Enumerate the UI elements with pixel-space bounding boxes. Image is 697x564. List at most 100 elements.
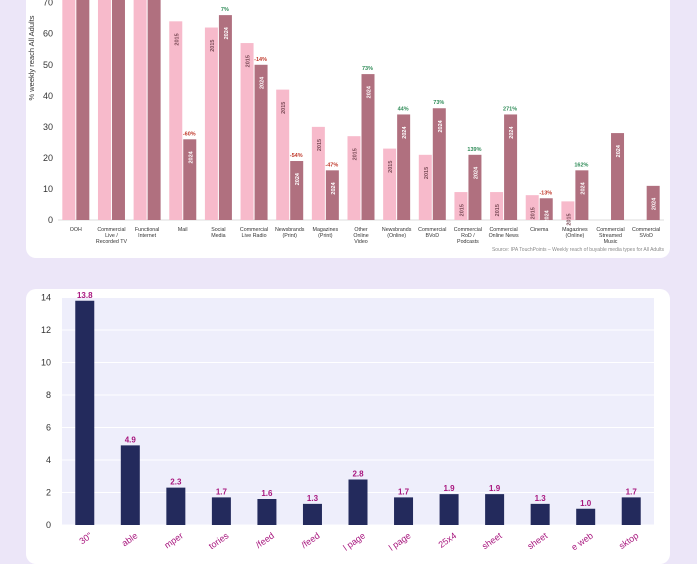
y-tick-label: 12 [41, 325, 51, 335]
index-chart: 0 2 4 6 8 10 12 14 13.8 30" 4.9 able 2.3 mper 1.7 torie… [41, 291, 654, 553]
x-tick-label: Commercial Online News [489, 227, 519, 239]
bar-year-label: 2024 [367, 85, 373, 98]
x-tick-label: Other Online Video [353, 227, 368, 245]
bar [394, 497, 414, 525]
y-axis-label: % weekly reach All Adults [27, 15, 36, 100]
data-label: 2.3 [170, 478, 182, 487]
data-label: 1.7 [216, 487, 228, 496]
x-tick-label: Commercial Live Radio [240, 227, 268, 239]
x-tick-label: /feed [299, 530, 321, 550]
x-tick-label: Commercial Live / Recorded TV [96, 227, 128, 245]
bar-year-label: 2015 [566, 213, 572, 225]
y-tick-label: 6 [46, 423, 51, 433]
y-tick-label: 14 [41, 293, 51, 303]
change-label: -13% [539, 190, 552, 196]
x-tick-label: Commercial BVoD [418, 227, 446, 239]
data-label: 13.8 [77, 291, 93, 300]
bar-2015 [169, 21, 183, 220]
bar [257, 499, 277, 525]
change-label: 162% [574, 162, 588, 168]
bar-2024 [575, 170, 589, 220]
bar-2015 [561, 201, 575, 220]
index-chart-card: 0 2 4 6 8 10 12 14 13.8 30" 4.9 able 2.3 mper 1.7 torie… [26, 289, 670, 564]
data-label: 1.7 [398, 487, 410, 496]
bar-year-label: 2024 [616, 144, 622, 157]
y-tick-label: 8 [46, 390, 51, 400]
bar-year-label: 2024 [260, 76, 266, 89]
bar-2015 [347, 136, 361, 220]
change-label: -14% [254, 57, 267, 63]
bar-2024 [646, 185, 660, 220]
y-tick-label: 50 [43, 60, 53, 70]
x-tick-label: sktop [617, 530, 640, 551]
x-tick-label: l page [341, 530, 367, 552]
x-tick-label: sheet [480, 530, 504, 551]
x-tick-label: Commercial RoD / Podcasts [454, 227, 482, 245]
x-tick-label: mper [162, 530, 185, 550]
x-tick-label: Functional Internet [135, 227, 159, 239]
bar-2015 [454, 192, 468, 220]
bar-2015 [383, 148, 397, 220]
bar-2024 [504, 114, 518, 220]
bar-2024 [254, 64, 268, 221]
x-tick-label: /feed [254, 530, 276, 550]
bar-year-label: 2015 [246, 55, 252, 67]
bar [530, 503, 550, 525]
bar-year-label: 2015 [353, 148, 359, 160]
reach-chart-card: 0 10 20 30 40 50 60 70 % weekly reach All Adults… [26, 0, 670, 258]
bar-year-label: 2015 [281, 102, 287, 114]
reach-chart: 0 10 20 30 40 50 60 70 % weekly reach All Adults… [27, 0, 664, 245]
bar-2015 [133, 0, 147, 220]
bar-year-label: 2015 [317, 139, 323, 151]
y-tick-label: 10 [41, 358, 51, 368]
x-tick-label: sheet [526, 530, 550, 551]
x-tick-label: 30" [77, 530, 94, 546]
bar-2024 [183, 139, 197, 220]
x-tick-label: l page [387, 530, 413, 552]
y-tick-label: 2 [46, 488, 51, 498]
data-label: 1.3 [307, 494, 319, 503]
change-label: -60% [183, 131, 196, 137]
bar-2015 [204, 27, 218, 220]
data-label: 1.6 [261, 489, 273, 498]
bar [621, 497, 641, 525]
y-tick-label: 40 [43, 91, 53, 101]
bar-2024 [361, 74, 375, 220]
bar-2015 [97, 0, 111, 220]
bar-year-label: 2015 [174, 33, 180, 45]
bar-year-label: 2015 [531, 207, 537, 219]
bar-year-label: 2015 [495, 204, 501, 216]
bar-2024 [218, 15, 232, 221]
bar-year-label: 2024 [295, 172, 301, 185]
change-label: 73% [362, 66, 373, 72]
bar-2015 [311, 126, 325, 220]
y-tick-label: 60 [43, 29, 53, 39]
y-tick-label: 0 [46, 520, 51, 530]
x-tick-label: tories [207, 530, 231, 551]
data-label: 2.8 [352, 470, 364, 479]
change-label: -47% [325, 162, 338, 168]
x-tick-label: Social Media [211, 227, 225, 239]
data-label: 1.7 [626, 487, 638, 496]
bar-year-label: 2024 [188, 150, 194, 163]
bar [439, 494, 459, 525]
bar-year-label: 2024 [438, 119, 444, 132]
bar-year-label: 2024 [580, 181, 586, 194]
bar-year-label: 2024 [224, 26, 230, 39]
data-label: 1.9 [444, 484, 456, 493]
chart-source-note: Source: IPA TouchPoints – Weekly reach o… [491, 247, 664, 253]
change-label: 73% [433, 100, 444, 106]
x-tick-label: e web [569, 530, 594, 552]
bar-2015 [490, 192, 504, 220]
bar-year-label: 2015 [388, 161, 394, 173]
bar-2024 [432, 108, 446, 220]
change-label: 7% [221, 7, 229, 13]
x-tick-label: Newsbrands (Print) [275, 227, 305, 239]
y-tick-label: 30 [43, 122, 53, 132]
y-tick-label: 20 [43, 153, 53, 163]
x-tick-label: OOH [70, 227, 82, 233]
bar-2024 [290, 161, 304, 220]
bar [75, 300, 95, 525]
x-tick-label: Mail [178, 227, 188, 233]
y-tick-label: 70 [43, 0, 53, 8]
